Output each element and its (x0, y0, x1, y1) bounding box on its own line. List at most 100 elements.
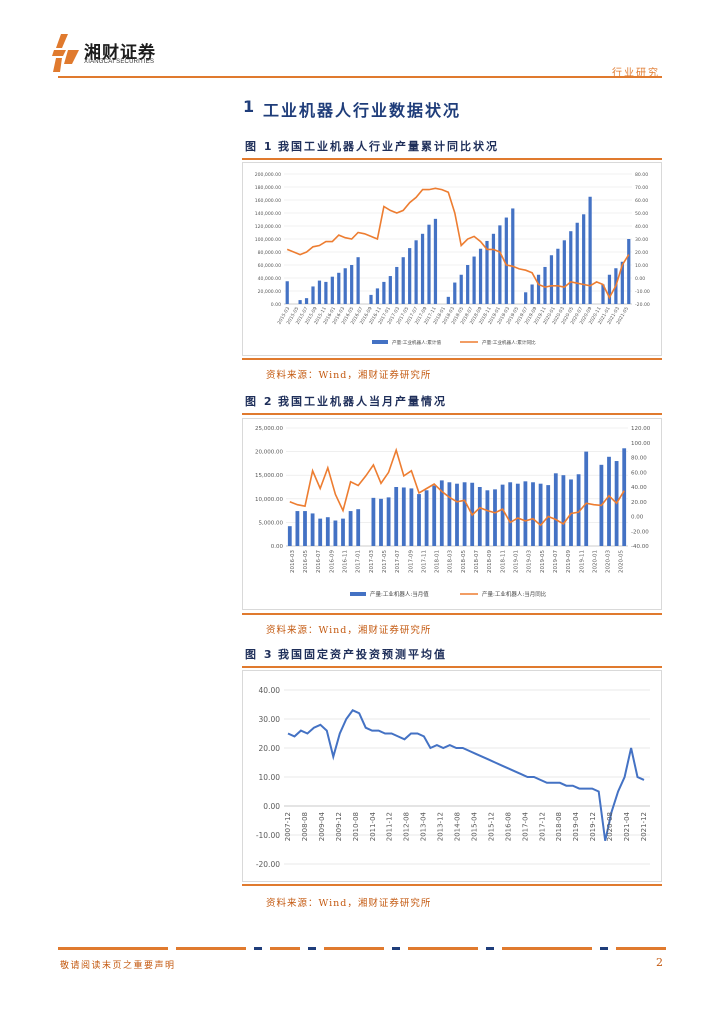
figure-3-title: 我国固定资产投资预测平均值 (278, 648, 447, 661)
left-axis-tick-label: 20,000.00 (258, 289, 281, 295)
x-tick-label: 2018-01 (435, 550, 441, 573)
y-axis-tick-label: 30.00 (259, 715, 281, 724)
company-name-cn: 湘财证券 (84, 43, 156, 63)
bar (504, 217, 508, 304)
bar (325, 517, 330, 546)
bar (582, 214, 586, 304)
x-tick-label: 2015-12 (487, 812, 495, 841)
bar (295, 511, 300, 546)
x-tick-label: 2020-05 (619, 550, 625, 573)
right-axis-tick-label: 20.00 (631, 500, 647, 506)
bar (409, 488, 414, 546)
x-tick-label: 2012-08 (403, 812, 411, 841)
bar (401, 487, 406, 546)
x-tick-label: 2017-01 (356, 550, 362, 573)
bar (446, 296, 450, 304)
x-tick-label: 2018-07 (474, 550, 480, 573)
figure-2-top-rule (242, 413, 662, 415)
bar (348, 511, 353, 546)
right-axis-tick-label: 120.00 (631, 426, 651, 432)
y-axis-tick-label: 0.00 (263, 802, 280, 811)
bar (472, 256, 476, 304)
x-tick-label: 2017-12 (538, 812, 546, 841)
bar (375, 288, 380, 304)
x-tick-label: 2019-09 (566, 550, 572, 573)
bar (523, 481, 528, 546)
x-tick-label: 2010-08 (352, 812, 360, 841)
bar (447, 482, 452, 546)
bar (424, 490, 429, 546)
right-axis-tick-label: 60.00 (631, 470, 647, 476)
figure-1-source: 资料来源：Wind，湘财证券研究所 (266, 370, 432, 381)
figure-2-title: 我国工业机器人当月产量情况 (278, 395, 447, 408)
bar (433, 218, 438, 304)
x-tick-label: 2017-05 (382, 550, 388, 573)
right-axis-tick-label: -20.00 (635, 302, 650, 308)
bar (508, 482, 513, 546)
right-axis-tick-label: 80.00 (631, 456, 647, 462)
bar (485, 490, 490, 546)
legend-swatch-bar (350, 592, 366, 596)
x-tick-label: 2017-04 (521, 811, 529, 841)
bar (530, 284, 534, 304)
bar (536, 274, 541, 304)
bar (620, 261, 624, 304)
left-axis-tick-label: 5,000.00 (259, 520, 284, 526)
figure-2-label: 图 2 (245, 395, 274, 408)
bar (310, 513, 315, 546)
figure-1-bottom-rule (242, 358, 662, 360)
x-tick-label: 2019-07 (553, 550, 559, 573)
section-label: 行业研究 (612, 68, 660, 79)
bar (524, 292, 528, 304)
bar (388, 276, 392, 304)
x-tick-label: 2015-04 (470, 811, 478, 841)
x-tick-label: 2017-11 (421, 550, 427, 573)
legend-swatch-bar (372, 340, 388, 344)
bar (477, 487, 482, 546)
bar (356, 257, 360, 304)
left-axis-tick-label: 180,000.00 (255, 185, 281, 191)
bar (324, 281, 328, 304)
bar (379, 498, 383, 546)
y-axis-tick-label: 40.00 (259, 686, 281, 695)
footer-divider (58, 947, 666, 950)
bar (341, 518, 345, 546)
bar (553, 473, 558, 546)
bar (576, 474, 581, 546)
bar (394, 487, 399, 546)
x-tick-label: 2011-04 (369, 811, 377, 841)
right-axis-tick-label: 0.00 (631, 515, 644, 521)
figure-2-bottom-rule (242, 613, 662, 615)
chart-1: 200,000.00 180,000.00 160,000.00 140,000.00… (242, 162, 662, 356)
x-tick-label: 2014-08 (454, 812, 462, 841)
x-tick-label: 2016-11 (343, 550, 349, 573)
x-tick-label: 2016-09 (329, 550, 335, 573)
bar (607, 274, 612, 304)
figure-1-label: 图 1 (245, 140, 274, 153)
right-axis-tick-label: -40.00 (631, 544, 649, 550)
x-tick-label: 2016-03 (290, 550, 296, 573)
bar (549, 255, 554, 304)
chart-frame (242, 670, 662, 882)
figure-3-source: 资料来源：Wind，湘财证券研究所 (266, 898, 432, 909)
x-tick-label: 2016-07 (316, 550, 322, 573)
figure-2-source: 资料来源：Wind，湘财证券研究所 (266, 625, 432, 636)
left-axis-tick-label: 0.00 (271, 302, 281, 308)
right-axis-tick-label: 40.00 (635, 224, 648, 230)
left-axis-tick-label: 120,000.00 (255, 224, 281, 230)
series-line (289, 447, 625, 527)
x-tick-label: 2018-11 (500, 550, 506, 573)
left-axis-tick-label: 80,000.00 (258, 250, 281, 256)
x-tick-label: 2017-03 (369, 550, 375, 573)
y-axis-tick-label: 10.00 (259, 773, 281, 782)
x-tick-label: 2020-08 (606, 812, 614, 841)
x-tick-label: 2021-04 (623, 811, 631, 841)
right-axis-tick-label: 50.00 (635, 211, 648, 217)
bar (455, 483, 459, 546)
bar (515, 483, 520, 546)
left-axis-tick-label: 140,000.00 (255, 211, 281, 217)
x-tick-label: 2008-08 (301, 812, 309, 841)
right-axis-tick-label: 10.00 (635, 263, 648, 269)
footer-disclaimer-note: 敬请阅读末页之重要声明 (60, 961, 176, 971)
left-axis-tick-label: 15,000.00 (255, 473, 283, 479)
